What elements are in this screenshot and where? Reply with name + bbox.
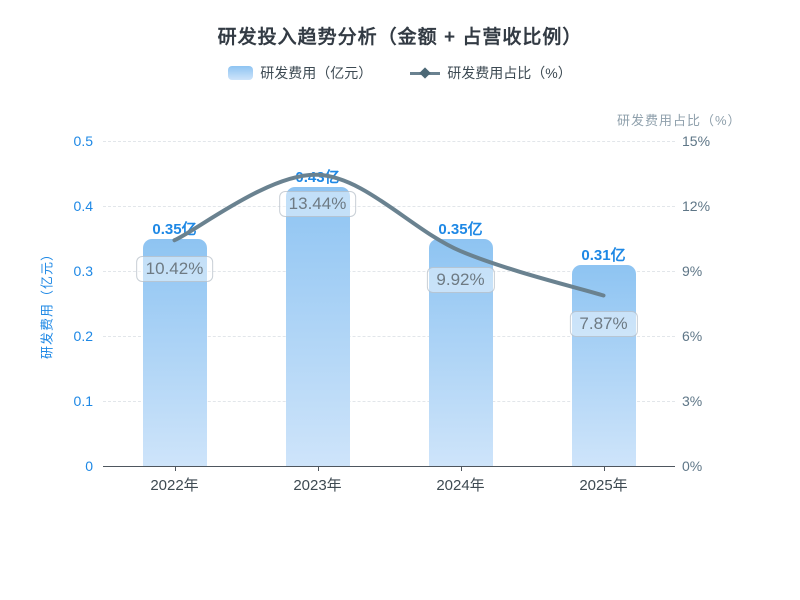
x-axis-label: 2025年 <box>579 477 628 494</box>
right-axis-tick-label: 3% <box>682 393 703 409</box>
gridline <box>103 336 675 337</box>
x-axis-label: 2023年 <box>293 477 342 494</box>
left-axis-tick-label: 0 <box>85 458 93 474</box>
right-axis-tick-label: 9% <box>682 263 703 279</box>
line-series-swatch-icon <box>410 67 441 79</box>
legend-line-label: 研发费用占比（%） <box>447 65 572 81</box>
line-value-badge: 13.44% <box>278 190 357 217</box>
bar-value-label: 0.35亿 <box>438 220 483 238</box>
right-axis-tick-label: 12% <box>682 198 711 214</box>
x-axis-label: 2022年 <box>150 477 199 494</box>
chart-title: 研发投入趋势分析（金额 + 占营收比例） <box>217 27 583 48</box>
right-axis-tick-label: 6% <box>682 328 703 344</box>
legend-bar-label: 研发费用（亿元） <box>260 65 373 81</box>
left-axis-tick-label: 0.2 <box>73 328 93 344</box>
line-value-badge: 9.92% <box>426 267 495 294</box>
x-axis-tick <box>174 466 176 471</box>
gridline <box>103 206 675 207</box>
trend-line[interactable] <box>172 172 606 298</box>
x-axis-tick <box>460 466 462 471</box>
bar-series-swatch-icon <box>228 66 254 80</box>
left-axis-tick-label: 0.1 <box>73 393 93 409</box>
x-axis-tick <box>603 466 605 471</box>
right-axis-tick-label: 15% <box>682 133 711 149</box>
bar-value-label: 0.35亿 <box>152 220 197 238</box>
gridline <box>103 401 675 402</box>
left-axis-tick-label: 0.4 <box>73 198 93 214</box>
line-value-badge: 10.42% <box>135 256 214 283</box>
legend: 研发费用（亿元） 研发费用占比（%） <box>0 63 800 83</box>
bar-2023年[interactable] <box>285 186 350 466</box>
x-axis-label: 2024年 <box>436 477 485 494</box>
bar-value-label: 0.43亿 <box>295 168 340 186</box>
left-axis-tick-label: 0.3 <box>73 263 93 279</box>
right-axis-title: 研发费用占比（%） <box>617 113 742 128</box>
x-axis-line <box>103 466 675 467</box>
x-axis-tick <box>317 466 319 471</box>
legend-item-bar[interactable]: 研发费用（亿元） <box>228 63 372 83</box>
right-axis-tick-label: 0% <box>682 458 703 474</box>
line-value-badge: 7.87% <box>569 311 638 338</box>
bar-value-label: 0.31亿 <box>581 246 626 264</box>
bar-2025年[interactable] <box>571 264 636 466</box>
left-axis-tick-label: 0.5 <box>73 133 93 149</box>
gridline <box>103 141 675 142</box>
legend-item-line[interactable]: 研发费用占比（%） <box>410 63 572 83</box>
